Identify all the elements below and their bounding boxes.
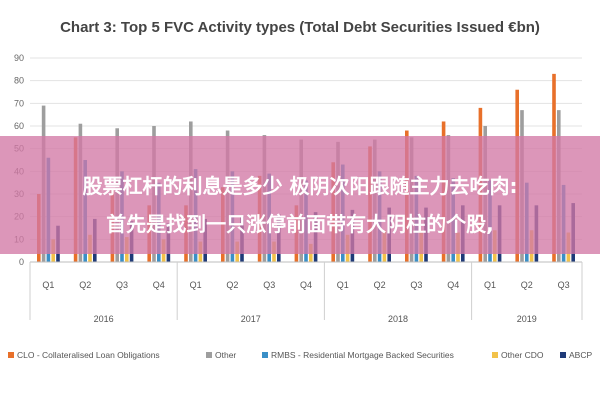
y-tick-label: 80 [14,76,24,86]
x-tick-label: Q4 [447,280,459,290]
x-group-label: 2018 [388,314,408,324]
x-tick-label: Q2 [79,280,91,290]
overlay-text-line-2: 首先是找到一只涨停前面带有大阴柱的个股, [106,212,494,236]
x-tick-label: Q4 [153,280,165,290]
x-tick-label: Q3 [263,280,275,290]
legend-swatch [262,352,268,358]
legend-label: Other CDO [501,350,544,360]
chart-title: Chart 3: Top 5 FVC Activity types (Total… [60,19,540,36]
x-tick-label: Q1 [42,280,54,290]
x-tick-label: Q3 [116,280,128,290]
x-tick-label: Q2 [374,280,386,290]
legend-swatch [560,352,566,358]
x-tick-label: Q1 [190,280,202,290]
legend-label: Other [215,350,236,360]
legend-swatch [206,352,212,358]
legend-label: RMBS - Residential Mortgage Backed Secur… [271,350,454,360]
y-tick-label: 90 [14,53,24,63]
x-tick-label: Q2 [226,280,238,290]
y-tick-label: 60 [14,121,24,131]
legend-swatch [8,352,14,358]
overlay-text-line-1: 股票杠杆的利息是多少 极阴次阳跟随主力去吃肉: [82,174,518,198]
x-group-label: 2019 [517,314,537,324]
x-tick-label: Q3 [410,280,422,290]
y-tick-label: 0 [19,257,24,267]
x-group-label: 2016 [94,314,114,324]
x-tick-label: Q1 [484,280,496,290]
x-tick-label: Q2 [521,280,533,290]
y-tick-label: 70 [14,98,24,108]
promo-overlay-banner: 股票杠杆的利息是多少 极阴次阳跟随主力去吃肉: 首先是找到一只涨停前面带有大阴柱… [0,136,600,254]
x-tick-label: Q1 [337,280,349,290]
x-group-label: 2017 [241,314,261,324]
x-axis: Q1 Q2 Q3 Q4 Q1 Q2 Q3 Q4 Q1 Q2 Q3 Q4 Q1 Q2 Q3 2016 2017 20… [29,261,583,324]
x-tick-label: Q4 [300,280,312,290]
legend-swatch [492,352,498,358]
legend-label: ABCP [569,350,592,360]
x-tick-label: Q3 [558,280,570,290]
legend: CLO - Collateralised Loan Obligations Oth… [8,350,592,360]
legend-label: CLO - Collateralised Loan Obligations [17,350,160,360]
